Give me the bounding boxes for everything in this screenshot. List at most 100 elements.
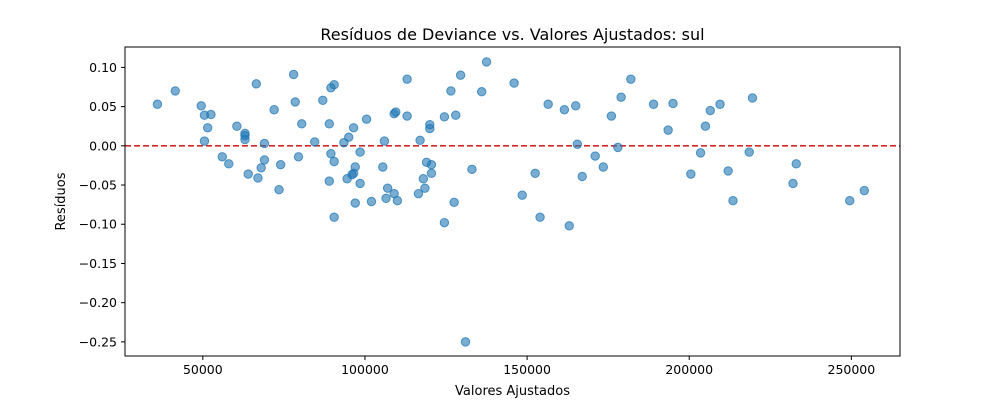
data-point	[206, 109, 216, 120]
data-point	[329, 156, 339, 167]
data-point	[170, 86, 180, 96]
data-point	[293, 152, 304, 162]
axis-ticks-layer: 50000 100000 150000 200000 250000 0.10 0.05 0.0…	[79, 60, 876, 377]
data-point	[425, 123, 435, 134]
data-point	[616, 92, 626, 102]
data-point	[535, 212, 545, 222]
data-point	[217, 152, 227, 162]
data-point	[318, 95, 328, 106]
data-point	[152, 99, 163, 109]
x-tick-label: 200000	[665, 362, 713, 377]
data-point	[723, 166, 733, 176]
x-tick-label: 50000	[183, 362, 223, 377]
data-point	[449, 197, 459, 207]
data-point	[202, 123, 213, 133]
x-axis-label: Valores Ajustados	[455, 384, 570, 399]
data-point	[439, 112, 450, 122]
x-tick-label: 100000	[341, 362, 389, 377]
data-point	[324, 119, 334, 129]
data-point	[361, 114, 372, 124]
y-axis-label: Resíduos	[54, 172, 69, 230]
data-point	[355, 178, 365, 189]
data-point	[686, 169, 696, 179]
y-tick-label: 0.05	[89, 99, 117, 114]
y-tick-label: 0.10	[89, 60, 117, 75]
data-point	[251, 79, 262, 89]
data-point	[530, 168, 540, 178]
data-point	[455, 70, 466, 80]
data-point	[572, 139, 583, 149]
x-tick-label: 250000	[828, 362, 876, 377]
data-point	[344, 132, 354, 142]
data-point	[413, 188, 424, 199]
data-point	[256, 163, 266, 173]
data-point	[705, 105, 716, 116]
data-point	[253, 173, 263, 183]
data-point	[309, 137, 320, 147]
data-point	[326, 148, 336, 159]
data-point	[297, 119, 307, 129]
data-point	[391, 107, 401, 117]
y-tick-label: −0.20	[79, 295, 117, 310]
data-point	[744, 147, 754, 157]
data-point	[598, 162, 608, 172]
data-points-layer	[152, 57, 870, 347]
data-point	[543, 99, 553, 109]
data-point	[355, 147, 365, 157]
data-point	[571, 101, 581, 111]
data-point	[476, 87, 487, 97]
data-point	[199, 136, 210, 146]
data-point	[695, 148, 706, 158]
data-point	[382, 183, 393, 193]
data-point	[259, 138, 270, 149]
data-point	[224, 159, 234, 169]
data-point	[467, 164, 477, 175]
data-point	[728, 196, 738, 206]
chart-title: Resíduos de Deviance vs. Valores Ajustad…	[320, 25, 704, 44]
data-point	[517, 190, 527, 200]
data-point	[648, 99, 659, 109]
data-point	[381, 193, 391, 204]
data-point	[392, 196, 403, 206]
data-point	[348, 123, 359, 133]
y-tick-label: 0.00	[89, 138, 117, 153]
data-point	[366, 196, 377, 207]
data-point	[402, 111, 412, 121]
data-point	[715, 99, 725, 109]
data-point	[240, 134, 250, 145]
y-tick-label: −0.15	[79, 256, 117, 271]
data-point	[564, 221, 574, 231]
data-point	[275, 159, 286, 170]
data-point	[402, 74, 412, 84]
data-point	[232, 121, 242, 131]
data-point	[788, 178, 798, 189]
data-point	[590, 151, 600, 161]
data-point	[663, 125, 673, 135]
data-point	[350, 198, 360, 208]
data-point	[451, 110, 461, 120]
data-point	[460, 337, 471, 347]
data-point	[606, 111, 617, 121]
data-point	[415, 135, 425, 146]
data-point	[274, 185, 284, 195]
data-point	[577, 171, 587, 182]
data-point	[481, 57, 492, 67]
data-point	[259, 155, 270, 165]
data-point	[288, 69, 299, 80]
data-point	[700, 121, 711, 131]
data-point	[196, 101, 206, 111]
data-point	[420, 183, 430, 193]
data-point	[426, 168, 437, 178]
y-tick-label: −0.25	[79, 334, 117, 349]
data-point	[379, 136, 390, 146]
plot-area-frame	[124, 46, 901, 357]
data-point	[290, 97, 300, 107]
data-point	[626, 74, 636, 84]
data-point	[329, 212, 339, 222]
data-point	[747, 93, 758, 103]
y-tick-label: −0.05	[79, 178, 117, 193]
data-point	[613, 142, 623, 153]
data-point	[439, 217, 450, 228]
